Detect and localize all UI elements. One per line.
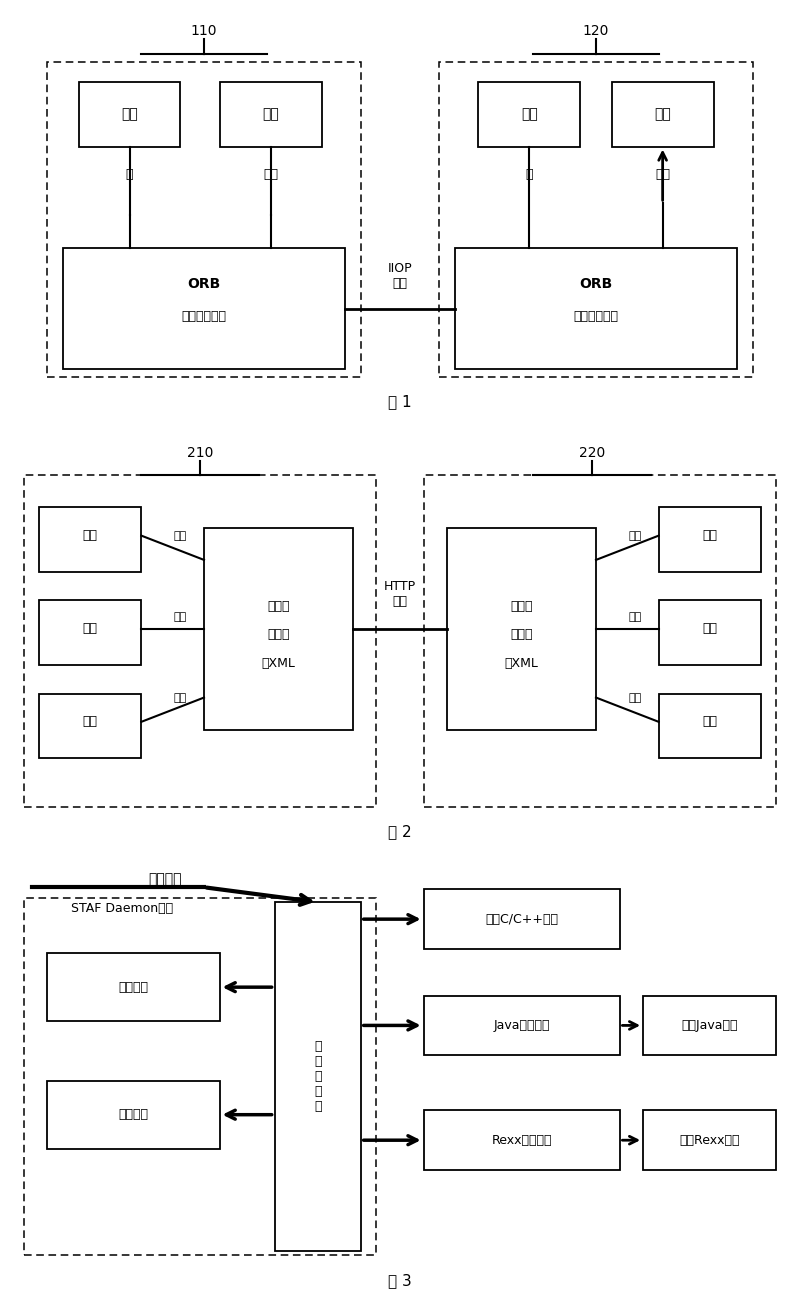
- Text: 对象: 对象: [262, 107, 279, 121]
- Text: 言XML: 言XML: [262, 656, 295, 669]
- Text: 对象: 对象: [654, 107, 671, 121]
- Text: 代码: 代码: [174, 693, 187, 703]
- Text: 代码: 代码: [174, 612, 187, 621]
- FancyBboxPatch shape: [658, 508, 761, 572]
- Text: 对象请求代理: 对象请求代理: [574, 310, 618, 323]
- Text: 代码: 代码: [629, 612, 642, 621]
- Text: 代码: 代码: [174, 531, 187, 540]
- FancyBboxPatch shape: [423, 475, 776, 807]
- Text: 桩: 桩: [526, 168, 533, 181]
- FancyBboxPatch shape: [220, 82, 322, 147]
- Text: 可扩展: 可扩展: [267, 600, 290, 613]
- FancyBboxPatch shape: [274, 902, 361, 1251]
- FancyBboxPatch shape: [47, 953, 220, 1021]
- Text: 代码: 代码: [629, 693, 642, 703]
- Text: HTTP
协议: HTTP 协议: [384, 581, 416, 608]
- FancyBboxPatch shape: [658, 600, 761, 665]
- FancyBboxPatch shape: [447, 527, 596, 730]
- Text: 外部Rexx服务: 外部Rexx服务: [679, 1134, 740, 1147]
- Text: IIOP
协议: IIOP 协议: [388, 262, 412, 290]
- FancyBboxPatch shape: [455, 247, 737, 370]
- Text: Rexx服务代理: Rexx服务代理: [491, 1134, 552, 1147]
- Text: 数据: 数据: [83, 529, 98, 542]
- Text: 210: 210: [187, 445, 214, 460]
- Text: 数据: 数据: [702, 529, 717, 542]
- FancyBboxPatch shape: [39, 600, 142, 665]
- FancyBboxPatch shape: [423, 889, 619, 949]
- Text: 数据: 数据: [702, 715, 717, 728]
- Text: 客户: 客户: [521, 107, 538, 121]
- Text: 代码: 代码: [629, 531, 642, 540]
- FancyBboxPatch shape: [643, 1111, 776, 1170]
- Text: 标记语: 标记语: [510, 629, 533, 642]
- Text: 桩: 桩: [126, 168, 134, 181]
- Text: 外部C/C++服务: 外部C/C++服务: [485, 913, 558, 926]
- Text: 120: 120: [583, 25, 609, 38]
- FancyBboxPatch shape: [612, 82, 714, 147]
- Text: 言XML: 言XML: [505, 656, 538, 669]
- Text: 内部服务: 内部服务: [118, 1108, 149, 1121]
- FancyBboxPatch shape: [47, 61, 361, 378]
- Text: 骨架: 骨架: [263, 168, 278, 181]
- Text: 骨架: 骨架: [655, 168, 670, 181]
- FancyBboxPatch shape: [478, 82, 580, 147]
- FancyBboxPatch shape: [643, 996, 776, 1055]
- Text: 可扩展: 可扩展: [510, 600, 533, 613]
- FancyBboxPatch shape: [423, 1111, 619, 1170]
- Text: ORB: ORB: [579, 277, 613, 292]
- Text: 内部服务: 内部服务: [118, 980, 149, 993]
- Text: 110: 110: [190, 25, 218, 38]
- FancyBboxPatch shape: [39, 508, 142, 572]
- Text: 标记语: 标记语: [267, 629, 290, 642]
- Text: 外部Java服务: 外部Java服务: [682, 1019, 738, 1032]
- FancyBboxPatch shape: [204, 527, 353, 730]
- FancyBboxPatch shape: [24, 475, 377, 807]
- Text: 220: 220: [579, 445, 606, 460]
- Text: 客户: 客户: [121, 107, 138, 121]
- FancyBboxPatch shape: [63, 247, 345, 370]
- Text: 数据: 数据: [83, 715, 98, 728]
- Text: 图 3: 图 3: [388, 1273, 412, 1288]
- Text: ORB: ORB: [187, 277, 221, 292]
- Text: 数据: 数据: [702, 622, 717, 635]
- FancyBboxPatch shape: [24, 898, 377, 1255]
- Text: 图 2: 图 2: [388, 824, 412, 838]
- Text: 服
务
分
发
层: 服 务 分 发 层: [314, 1040, 322, 1113]
- Text: 图 1: 图 1: [388, 395, 412, 409]
- FancyBboxPatch shape: [439, 61, 753, 378]
- Text: STAF Daemon进程: STAF Daemon进程: [70, 902, 173, 915]
- Text: 服务请求: 服务请求: [148, 872, 182, 885]
- FancyBboxPatch shape: [423, 996, 619, 1055]
- Text: 对象请求代理: 对象请求代理: [182, 310, 226, 323]
- FancyBboxPatch shape: [47, 1081, 220, 1148]
- FancyBboxPatch shape: [39, 694, 142, 758]
- Text: Java服务代理: Java服务代理: [494, 1019, 550, 1032]
- FancyBboxPatch shape: [78, 82, 181, 147]
- FancyBboxPatch shape: [658, 694, 761, 758]
- Text: 数据: 数据: [83, 622, 98, 635]
